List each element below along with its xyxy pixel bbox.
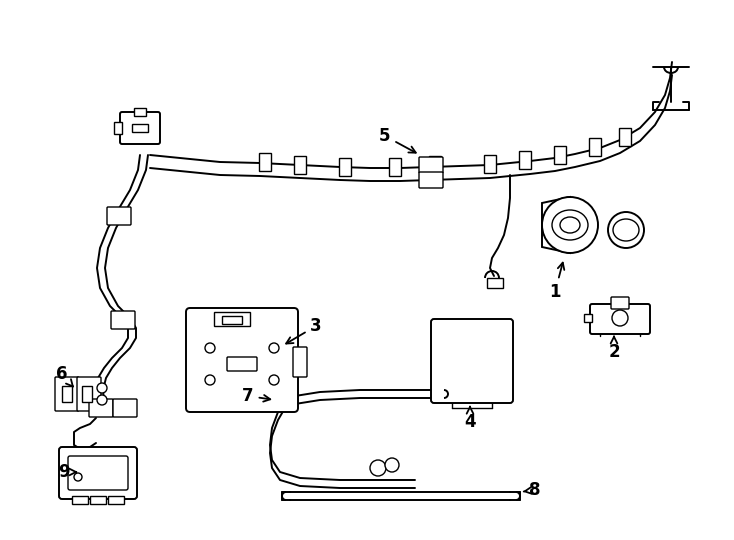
Circle shape [542, 197, 598, 253]
Text: 8: 8 [523, 481, 541, 499]
Bar [62, 386, 72, 402]
FancyBboxPatch shape [419, 157, 443, 173]
Ellipse shape [560, 217, 580, 233]
Text: 5: 5 [379, 127, 415, 153]
Circle shape [370, 460, 386, 476]
Text: 1: 1 [549, 262, 564, 301]
FancyBboxPatch shape [89, 399, 113, 417]
Bar [72, 496, 88, 504]
Ellipse shape [613, 219, 639, 241]
FancyBboxPatch shape [590, 304, 650, 334]
FancyBboxPatch shape [186, 308, 298, 412]
Bar [389, 158, 401, 176]
Bar [214, 312, 250, 326]
FancyBboxPatch shape [111, 311, 135, 329]
Circle shape [608, 212, 644, 248]
Bar [82, 386, 92, 402]
Text: 2: 2 [608, 336, 619, 361]
Bar [584, 314, 592, 322]
Bar [108, 496, 124, 504]
FancyBboxPatch shape [68, 456, 128, 490]
Bar [90, 496, 106, 504]
Text: 4: 4 [464, 407, 476, 431]
FancyBboxPatch shape [293, 347, 307, 377]
FancyBboxPatch shape [431, 319, 513, 403]
Circle shape [205, 343, 215, 353]
Circle shape [74, 473, 82, 481]
Bar [134, 108, 146, 116]
Bar [259, 153, 271, 171]
Bar [294, 156, 306, 174]
FancyBboxPatch shape [227, 357, 257, 371]
Bar [554, 146, 566, 164]
Circle shape [269, 375, 279, 385]
Text: 7: 7 [242, 387, 270, 405]
Circle shape [269, 343, 279, 353]
FancyBboxPatch shape [419, 172, 443, 188]
Bar [519, 151, 531, 169]
Circle shape [97, 383, 107, 393]
Ellipse shape [552, 210, 588, 240]
FancyBboxPatch shape [59, 447, 137, 499]
Bar [429, 156, 441, 174]
FancyBboxPatch shape [611, 297, 629, 309]
Circle shape [97, 395, 107, 405]
Circle shape [205, 375, 215, 385]
Bar [484, 155, 496, 173]
Bar [339, 158, 351, 176]
Bar [487, 278, 503, 288]
FancyBboxPatch shape [107, 207, 131, 225]
Circle shape [612, 310, 628, 326]
Text: 6: 6 [57, 365, 73, 387]
Bar [222, 316, 242, 324]
FancyBboxPatch shape [113, 399, 137, 417]
FancyBboxPatch shape [120, 112, 160, 144]
Polygon shape [542, 197, 570, 253]
Bar [132, 124, 148, 132]
Bar [589, 138, 601, 156]
Text: 3: 3 [286, 317, 321, 343]
Bar [619, 128, 631, 146]
Text: 9: 9 [58, 463, 76, 481]
FancyBboxPatch shape [77, 377, 101, 411]
Bar [114, 122, 122, 134]
FancyBboxPatch shape [55, 377, 79, 411]
Circle shape [385, 458, 399, 472]
